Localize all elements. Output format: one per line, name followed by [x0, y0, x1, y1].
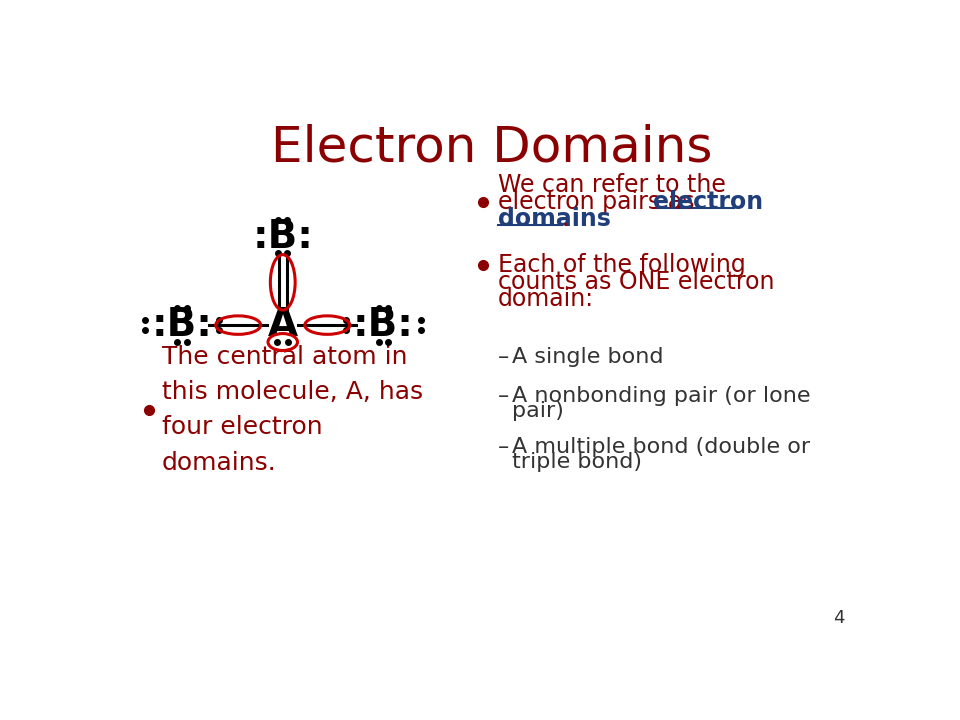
Text: pair): pair) [512, 401, 564, 421]
Text: triple bond): triple bond) [512, 452, 642, 472]
Text: A multiple bond (double or: A multiple bond (double or [512, 437, 810, 456]
Text: electron: electron [653, 190, 763, 214]
Text: 4: 4 [833, 609, 845, 627]
Text: A nonbonding pair (or lone: A nonbonding pair (or lone [512, 386, 810, 406]
Text: .: . [562, 207, 569, 231]
Text: :B:: :B: [353, 306, 414, 344]
Text: The central atom in
this molecule, A, has
four electron
domains.: The central atom in this molecule, A, ha… [162, 345, 423, 475]
Text: –: – [498, 386, 510, 406]
Text: :B:: :B: [252, 217, 313, 256]
Text: –: – [498, 437, 510, 456]
Text: Electron Domains: Electron Domains [272, 123, 712, 171]
Text: Each of the following: Each of the following [498, 253, 746, 277]
Text: We can refer to the: We can refer to the [498, 173, 726, 197]
Text: domains: domains [498, 207, 612, 231]
Text: A: A [268, 306, 298, 344]
Text: –: – [498, 348, 510, 367]
Text: :B:: :B: [152, 306, 212, 344]
Text: A single bond: A single bond [512, 348, 663, 367]
Text: domain:: domain: [498, 287, 594, 311]
Text: electron pairs as: electron pairs as [498, 190, 702, 214]
Text: counts as ONE electron: counts as ONE electron [498, 270, 775, 294]
